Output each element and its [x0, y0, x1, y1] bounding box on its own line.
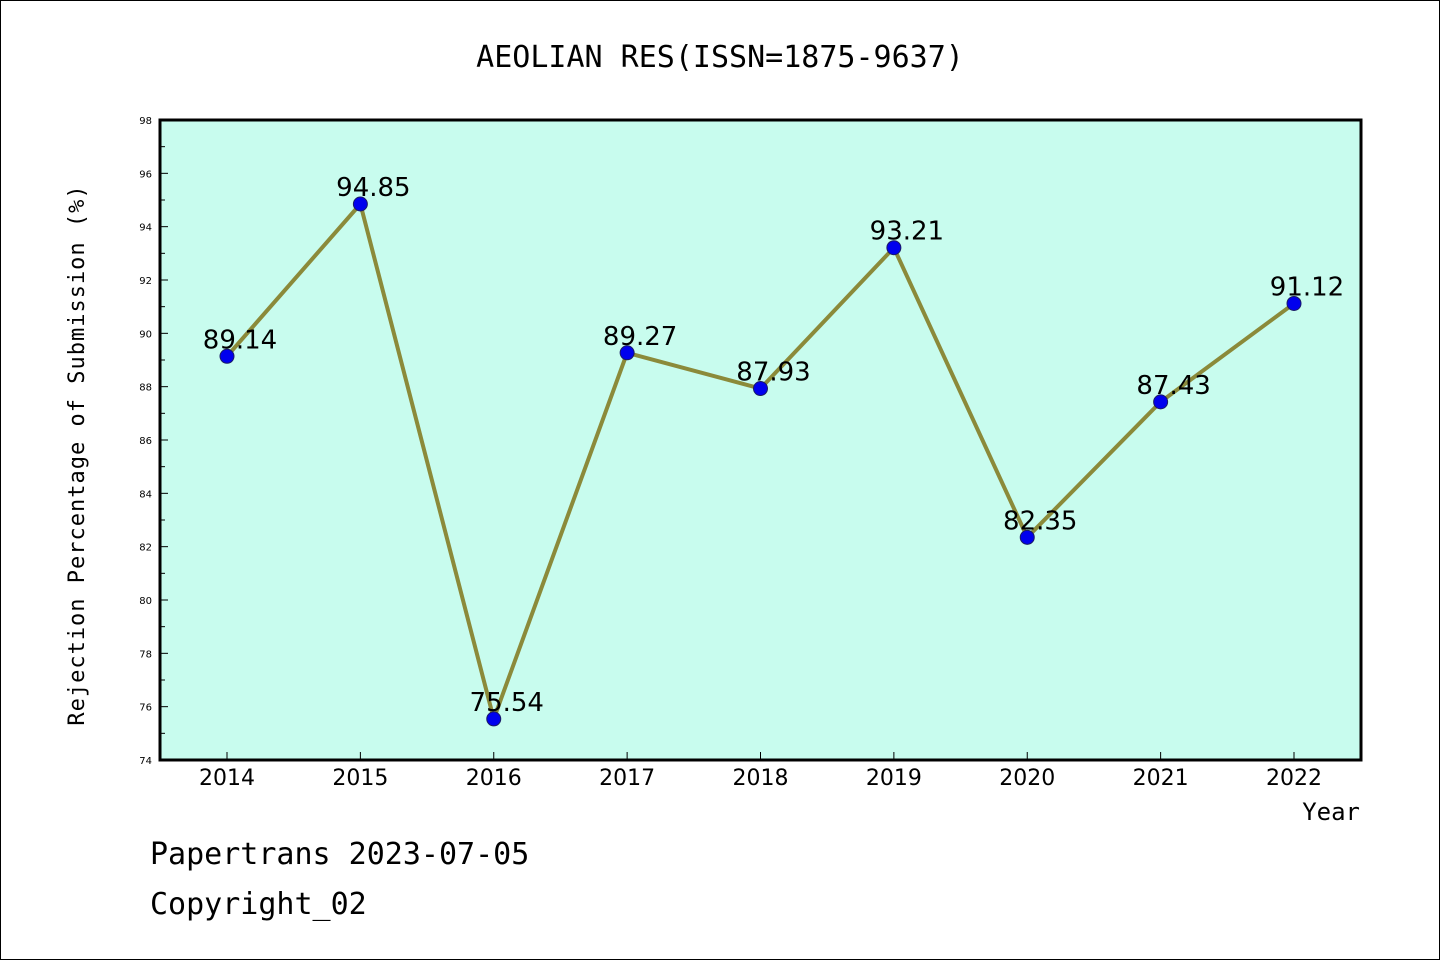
x-tick-label: 2019 [866, 766, 922, 791]
chart-title: AEOLIAN RES(ISSN=1875-9637) [476, 40, 964, 75]
data-label: 89.14 [203, 325, 277, 355]
data-point [486, 711, 502, 727]
series-line-group [219, 196, 1302, 727]
footer-date: Papertrans 2023-07-05 [150, 837, 529, 872]
x-tick-label: 2017 [599, 766, 655, 791]
data-label: 87.43 [1136, 371, 1210, 401]
y-tick-label: 78 [139, 649, 152, 660]
plot-area [158, 118, 1363, 762]
data-label: 91.12 [1270, 272, 1344, 302]
y-tick-label: 94 [139, 223, 152, 234]
x-axis: 2014 2015 2016 2017 2018 2019 2020 2021 2022 [199, 752, 1322, 791]
y-tick-label: 74 [139, 756, 152, 767]
data-point [1153, 394, 1169, 410]
y-tick-label: 96 [139, 169, 152, 180]
footer-copyright: Copyright_02 [150, 887, 367, 922]
x-tick-label: 2016 [466, 766, 522, 791]
y-tick-label: 92 [139, 276, 152, 287]
x-tick-label: 2015 [332, 766, 388, 791]
data-label: 94.85 [336, 173, 410, 203]
x-tick-label: 2021 [1133, 766, 1189, 791]
data-label: 89.27 [603, 322, 677, 352]
data-point [1286, 295, 1302, 311]
data-point [219, 348, 235, 364]
data-point [753, 381, 768, 397]
data-point [619, 345, 635, 361]
data-point [1019, 529, 1035, 545]
x-axis-label: Year [1302, 798, 1360, 826]
data-labels: 89.14 94.85 75.54 89.27 87.93 93.21 82.35 87.43… [203, 173, 1344, 718]
x-tick-label: 2022 [1266, 766, 1322, 791]
data-label: 93.21 [870, 217, 944, 247]
y-tick-label: 88 [139, 383, 152, 394]
data-label: 82.35 [1003, 506, 1077, 536]
y-axis: 74 76 78 80 82 84 86 88 90 92 94 96 98 [139, 116, 168, 767]
y-tick-label: 80 [139, 596, 152, 607]
y-tick-label: 98 [139, 116, 152, 127]
x-tick-label: 2014 [199, 766, 255, 791]
data-point [886, 240, 902, 256]
y-tick-label: 86 [139, 436, 152, 447]
y-axis-label: Rejection Percentage of Submission (%) [65, 184, 90, 725]
y-tick-label: 82 [139, 543, 152, 554]
data-point [352, 196, 368, 212]
data-label: 75.54 [470, 688, 544, 718]
y-tick-label: 76 [139, 703, 152, 714]
y-tick-label: 90 [139, 329, 152, 340]
x-tick-label: 2018 [733, 766, 789, 791]
x-tick-label: 2020 [999, 766, 1055, 791]
data-label: 87.93 [736, 358, 810, 388]
y-tick-label: 84 [139, 489, 152, 500]
